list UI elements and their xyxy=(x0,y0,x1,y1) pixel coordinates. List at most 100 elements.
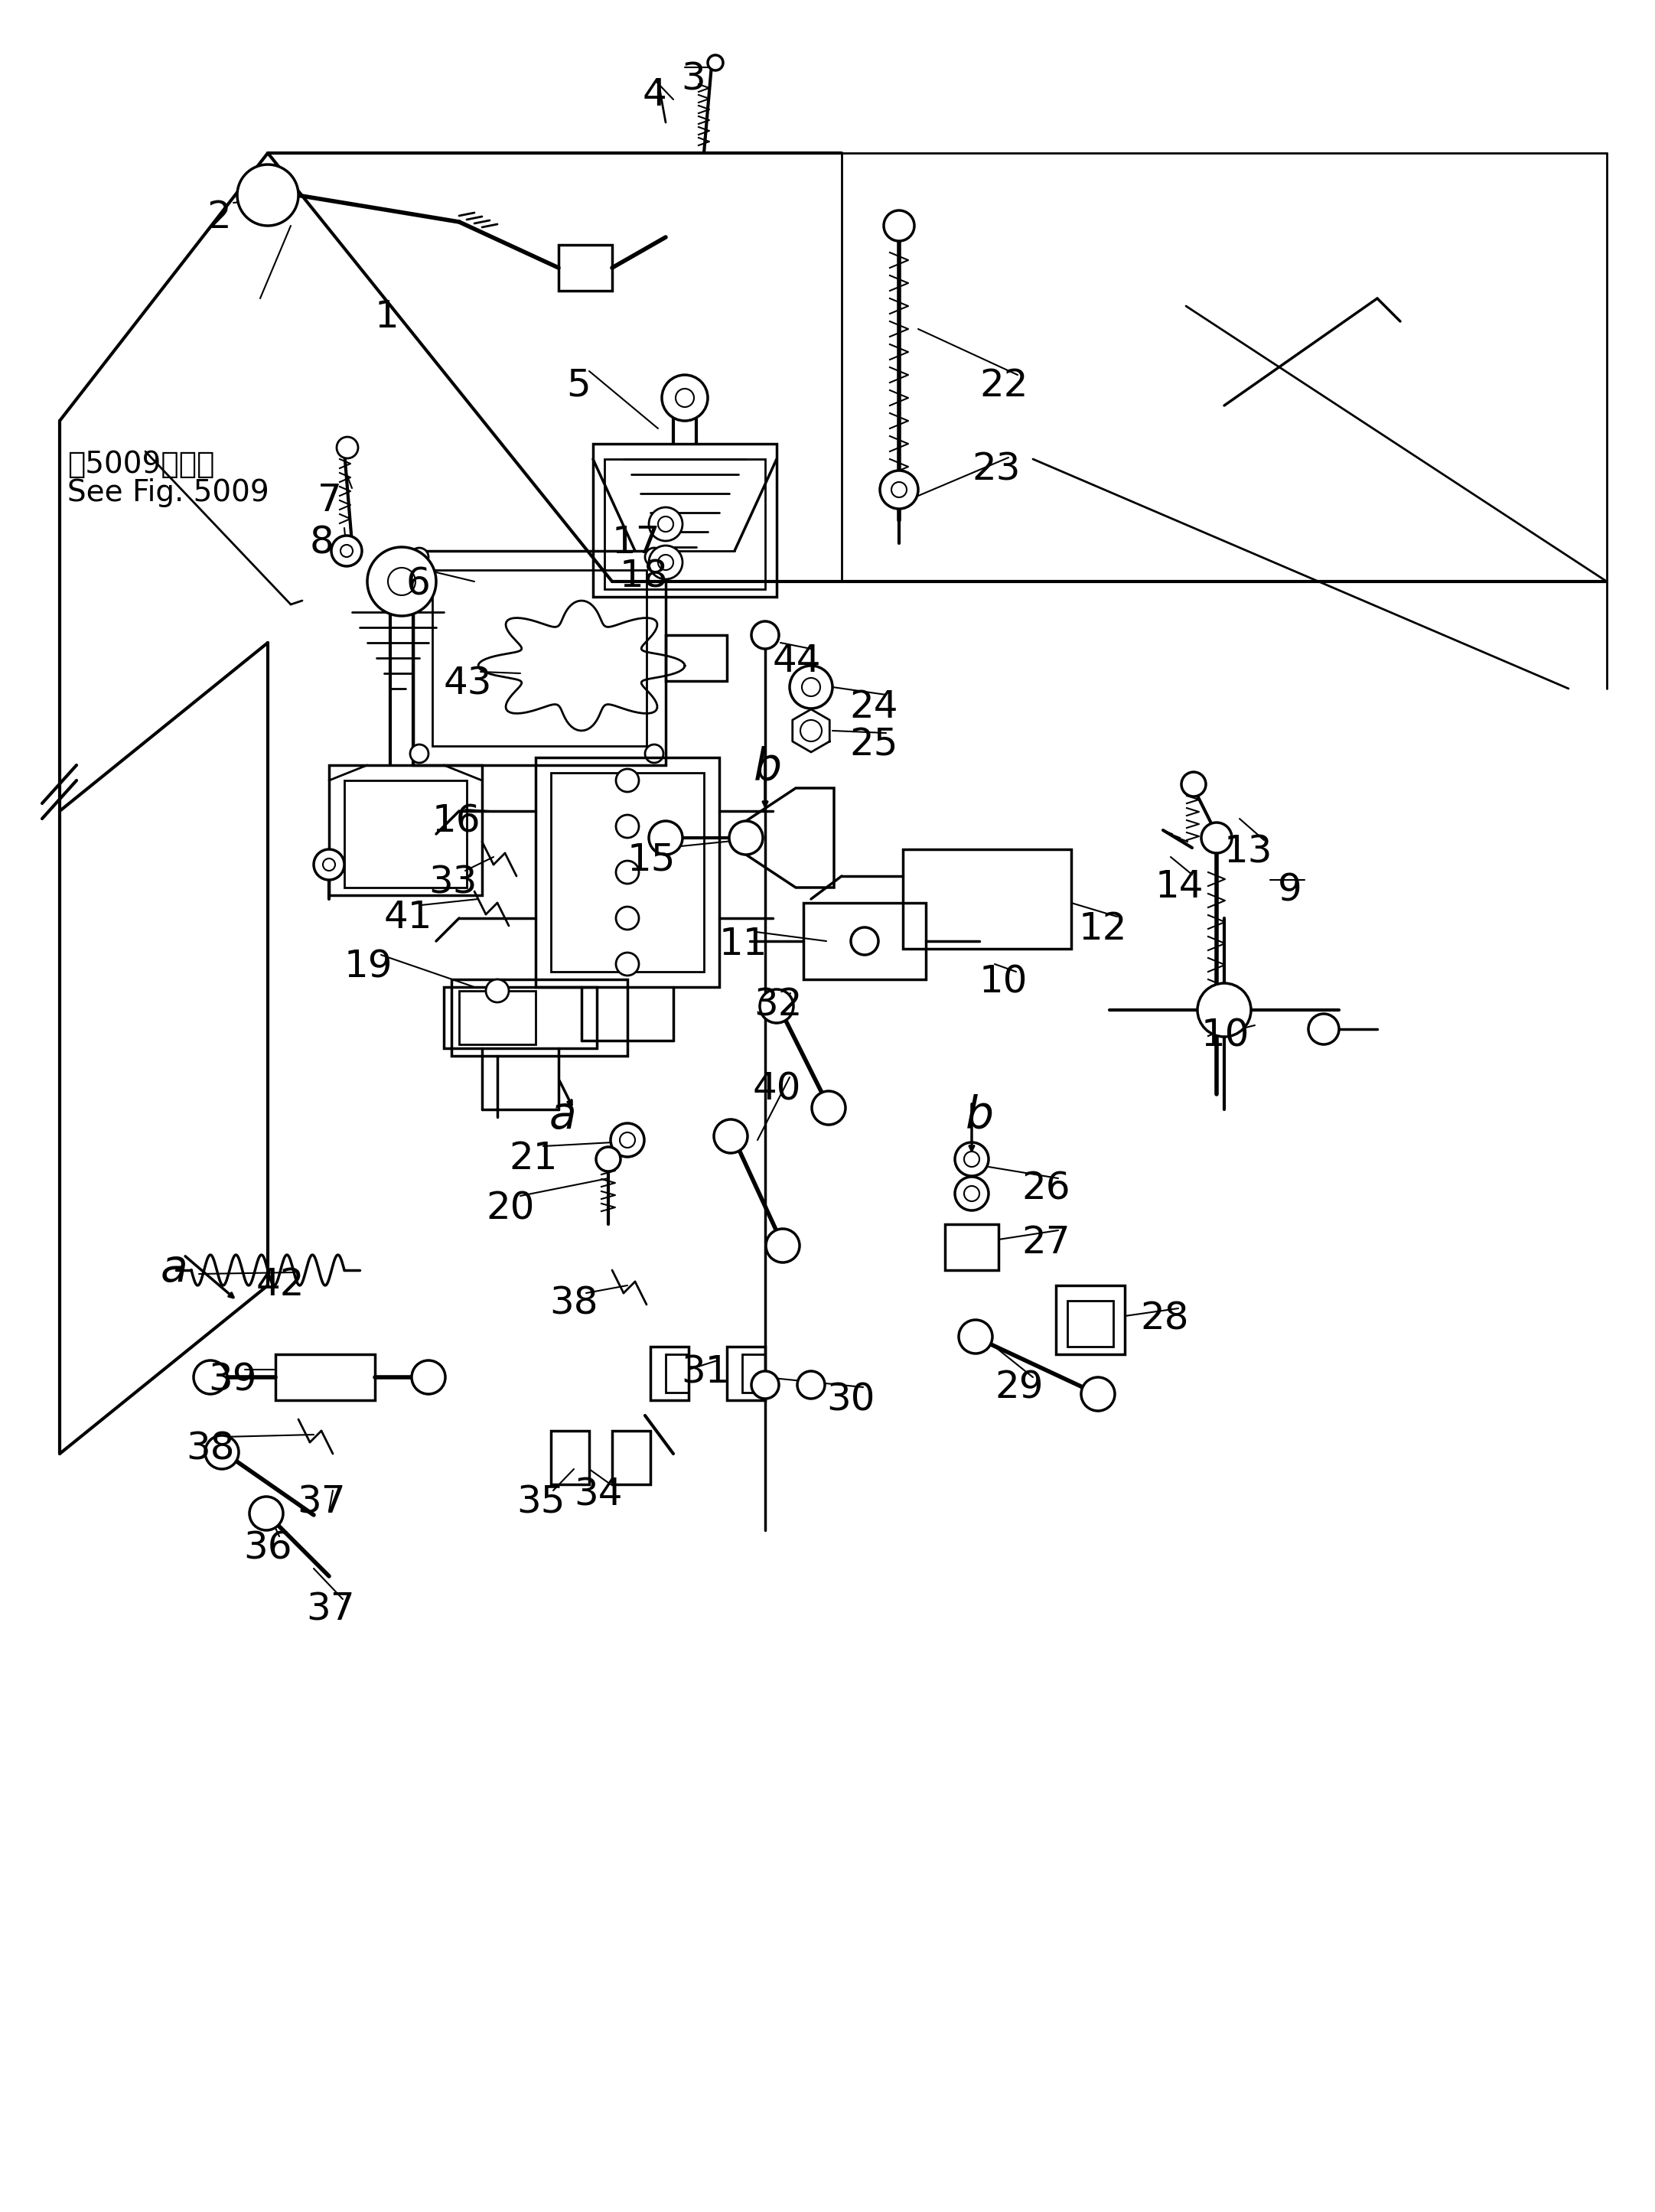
Text: 1: 1 xyxy=(376,299,399,336)
Bar xyxy=(945,1223,998,1270)
Circle shape xyxy=(955,1177,988,1210)
Text: 34: 34 xyxy=(574,1478,622,1513)
Text: b: b xyxy=(753,745,781,790)
Text: See Fig. 5009: See Fig. 5009 xyxy=(68,478,270,507)
Circle shape xyxy=(616,814,639,838)
Text: 8: 8 xyxy=(309,524,334,562)
Circle shape xyxy=(341,544,353,557)
Text: 11: 11 xyxy=(720,927,768,962)
Bar xyxy=(741,1354,765,1394)
Text: a: a xyxy=(161,1248,189,1292)
Bar xyxy=(414,551,665,765)
Bar xyxy=(558,246,612,290)
Circle shape xyxy=(237,164,298,226)
Circle shape xyxy=(1309,1013,1339,1044)
Text: 13: 13 xyxy=(1225,834,1273,872)
Text: 10: 10 xyxy=(980,964,1028,1000)
Text: 5: 5 xyxy=(566,367,591,405)
Circle shape xyxy=(616,860,639,885)
Text: 36: 36 xyxy=(243,1531,291,1566)
Circle shape xyxy=(194,1360,227,1394)
Text: a: a xyxy=(549,1095,576,1137)
Circle shape xyxy=(412,1360,445,1394)
Circle shape xyxy=(250,1498,283,1531)
Text: 42: 42 xyxy=(257,1265,305,1303)
Circle shape xyxy=(730,821,763,854)
Text: 29: 29 xyxy=(995,1369,1043,1407)
Bar xyxy=(727,1347,765,1400)
Text: 18: 18 xyxy=(619,560,669,595)
Bar xyxy=(275,1354,376,1400)
Bar xyxy=(432,571,647,745)
Circle shape xyxy=(662,374,708,420)
Text: 10: 10 xyxy=(1202,1018,1250,1055)
Text: 35: 35 xyxy=(516,1484,564,1522)
Bar xyxy=(458,991,536,1044)
Text: 37: 37 xyxy=(296,1484,346,1522)
Text: 24: 24 xyxy=(849,688,899,726)
Circle shape xyxy=(649,546,682,580)
Text: 44: 44 xyxy=(773,644,821,679)
Text: 17: 17 xyxy=(612,524,660,562)
Text: 16: 16 xyxy=(432,803,482,841)
Bar xyxy=(650,1347,688,1400)
Bar xyxy=(329,765,482,896)
Circle shape xyxy=(410,549,429,566)
Text: 33: 33 xyxy=(429,865,477,900)
Text: 2: 2 xyxy=(207,199,232,237)
Circle shape xyxy=(675,389,693,407)
Circle shape xyxy=(649,507,682,542)
Text: 28: 28 xyxy=(1140,1301,1188,1338)
Circle shape xyxy=(336,438,357,458)
Text: 第5009図参照: 第5009図参照 xyxy=(68,449,215,480)
Text: 12: 12 xyxy=(1079,911,1127,947)
Text: 26: 26 xyxy=(1021,1170,1071,1208)
Circle shape xyxy=(645,549,664,566)
Text: 37: 37 xyxy=(306,1590,354,1628)
Circle shape xyxy=(487,980,508,1002)
Circle shape xyxy=(708,55,723,71)
Text: 9: 9 xyxy=(1278,872,1302,909)
Bar xyxy=(612,1431,650,1484)
Circle shape xyxy=(1198,982,1251,1037)
Circle shape xyxy=(331,535,362,566)
Circle shape xyxy=(851,927,879,956)
Bar xyxy=(592,445,776,597)
Text: 15: 15 xyxy=(627,841,675,878)
Circle shape xyxy=(1081,1378,1115,1411)
Circle shape xyxy=(789,666,832,708)
Text: 25: 25 xyxy=(849,728,899,763)
Circle shape xyxy=(766,1230,799,1263)
Circle shape xyxy=(751,622,780,648)
Text: 31: 31 xyxy=(680,1354,730,1391)
Circle shape xyxy=(955,1141,988,1177)
Circle shape xyxy=(596,1148,621,1172)
Text: 41: 41 xyxy=(384,898,432,936)
Circle shape xyxy=(803,677,821,697)
Bar xyxy=(1056,1285,1125,1354)
Text: 38: 38 xyxy=(185,1431,235,1467)
Circle shape xyxy=(801,719,823,741)
Text: 21: 21 xyxy=(508,1139,558,1177)
Bar xyxy=(904,849,1071,949)
Text: 7: 7 xyxy=(318,482,343,520)
Circle shape xyxy=(659,555,674,571)
Bar xyxy=(551,1431,589,1484)
Circle shape xyxy=(798,1371,824,1398)
Circle shape xyxy=(387,568,415,595)
Bar xyxy=(803,902,925,980)
Bar xyxy=(665,635,727,681)
Bar xyxy=(1067,1301,1114,1347)
Circle shape xyxy=(965,1186,980,1201)
Text: 32: 32 xyxy=(753,987,803,1024)
Circle shape xyxy=(958,1321,993,1354)
Circle shape xyxy=(645,745,664,763)
Text: 14: 14 xyxy=(1155,869,1203,905)
Text: 30: 30 xyxy=(826,1380,875,1418)
Circle shape xyxy=(713,1119,748,1152)
Circle shape xyxy=(751,1371,780,1398)
Circle shape xyxy=(616,770,639,792)
Circle shape xyxy=(616,953,639,975)
Circle shape xyxy=(892,482,907,498)
Text: b: b xyxy=(965,1095,995,1137)
